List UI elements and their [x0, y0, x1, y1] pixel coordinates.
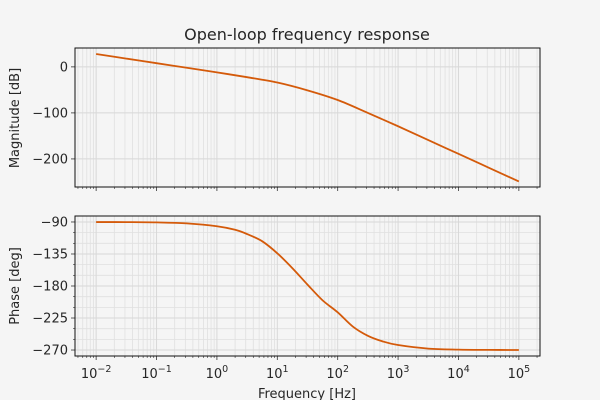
x-tick-label: 102	[326, 364, 349, 382]
x-tick-label: 100	[206, 364, 229, 382]
phase-y-label: Phase [deg]	[8, 247, 23, 325]
axes-frame	[74, 47, 541, 188]
phase-line	[96, 221, 519, 351]
y-tick-label: −135	[32, 247, 68, 262]
phase-axes: −90 −135 −180 −225 −270 10−2 10−1 100 101 102 103 1…	[32, 215, 541, 382]
chart-title: Open-loop frequency response	[184, 25, 430, 44]
y-tick-label: 0	[60, 60, 68, 75]
x-tick-label: 10−2	[81, 364, 112, 382]
axes-frame	[74, 215, 541, 357]
magnitude-axes: 0 −100 −200	[32, 47, 541, 191]
y-tick-label: −225	[32, 312, 68, 327]
magnitude-line	[96, 53, 520, 183]
x-tick-label: 104	[447, 364, 470, 382]
y-tick-label: −200	[32, 152, 68, 167]
magnitude-y-label: Magnitude [dB]	[8, 68, 23, 168]
y-tick-label: −100	[32, 106, 68, 121]
x-tick-label: 10−1	[141, 364, 172, 382]
y-tick-label: −90	[41, 215, 68, 230]
y-tick-label: −270	[32, 344, 68, 359]
y-tick-label: −180	[32, 280, 68, 295]
x-tick-label: 101	[266, 364, 289, 382]
x-tick-label: 103	[387, 364, 410, 382]
x-axis-label: Frequency [Hz]	[258, 387, 356, 400]
x-tick-label: 105	[508, 364, 531, 382]
